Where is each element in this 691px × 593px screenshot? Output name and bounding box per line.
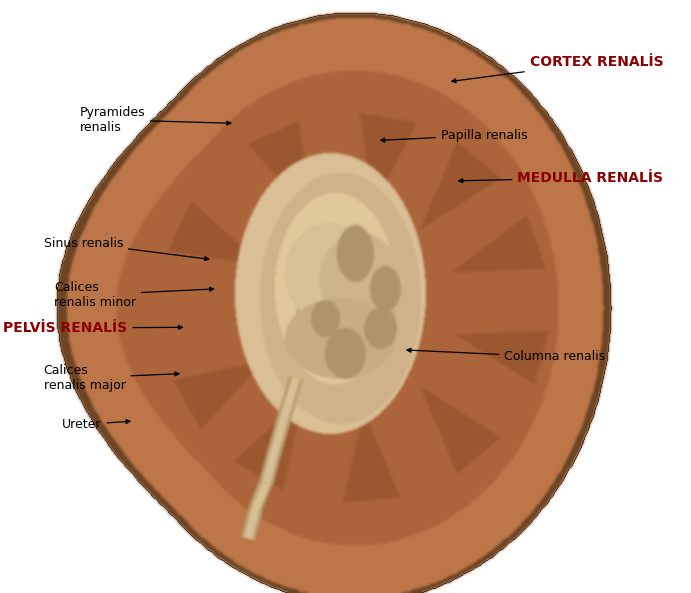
Text: MEDULLA RENALİS: MEDULLA RENALİS: [459, 171, 663, 185]
Text: Sinus renalis: Sinus renalis: [44, 237, 209, 261]
Text: Calices
renalis major: Calices renalis major: [44, 364, 179, 392]
Text: CORTEX RENALİS: CORTEX RENALİS: [452, 55, 663, 82]
Text: PELVİS RENALİS: PELVİS RENALİS: [3, 321, 182, 335]
Text: Ureter: Ureter: [62, 418, 130, 431]
Text: Calices
renalis minor: Calices renalis minor: [54, 280, 214, 309]
Text: Pyramides
renalis: Pyramides renalis: [79, 106, 231, 134]
Text: Papilla renalis: Papilla renalis: [381, 129, 527, 142]
Text: Columna renalis: Columna renalis: [407, 348, 606, 364]
